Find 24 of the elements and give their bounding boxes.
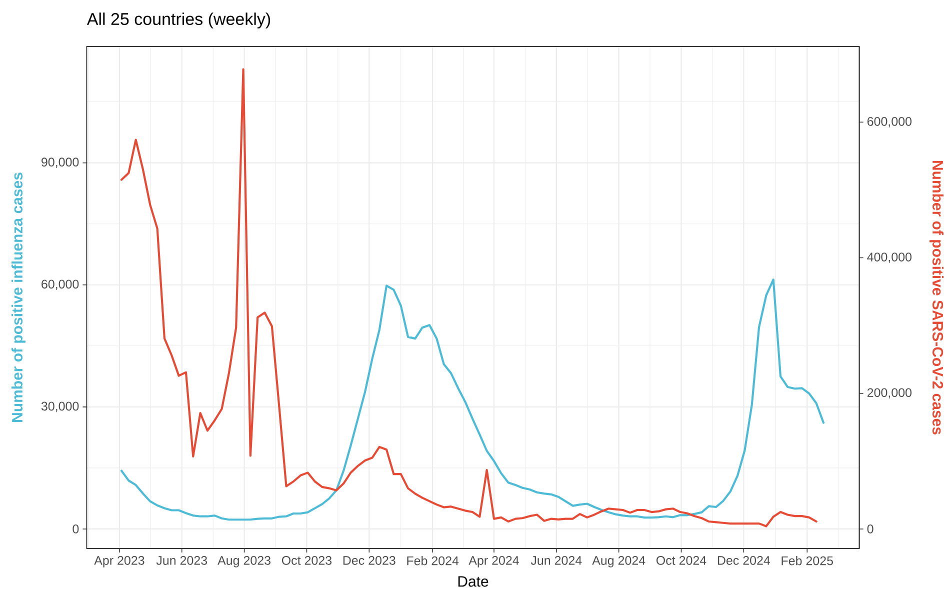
y-axis-title: Number of positive influenza cases <box>12 172 26 422</box>
y-tick-label: 90,000 <box>42 158 79 168</box>
x-tick-label: Dec 2024 <box>718 556 770 565</box>
y2-tick-label: 200,000 <box>867 388 912 399</box>
x-tick-label: Oct 2023 <box>282 556 332 565</box>
x-tick-label: Apr 2024 <box>468 556 519 568</box>
y-tick-label: 0 <box>72 524 79 534</box>
x-tick-label: Feb 2024 <box>407 556 459 566</box>
x-tick-label: Oct 2024 <box>656 556 706 565</box>
x-tick-label: Aug 2024 <box>592 556 646 568</box>
y-tick-label: 60,000 <box>42 280 79 290</box>
x-tick-label: Jun 2024 <box>530 556 582 565</box>
x-tick-label: Jun 2023 <box>156 556 208 565</box>
y2-axis-title: Number of positive SARS-CoV-2 cases <box>930 160 944 434</box>
x-tick-label: Feb 2025 <box>782 556 833 566</box>
x-axis-title: Date <box>458 576 488 587</box>
y-tick-label: 30,000 <box>41 402 79 412</box>
y2-tick-label: 600,000 <box>867 116 912 128</box>
y2-tick-label: 400,000 <box>867 252 912 263</box>
y2-tick-label: 0 <box>867 524 874 534</box>
x-tick-label: Dec 2023 <box>343 556 396 565</box>
x-tick-label: Aug 2023 <box>218 556 270 568</box>
chart-title: All 25 countries (weekly) <box>86 12 270 28</box>
x-tick-label: Apr 2023 <box>94 556 144 568</box>
